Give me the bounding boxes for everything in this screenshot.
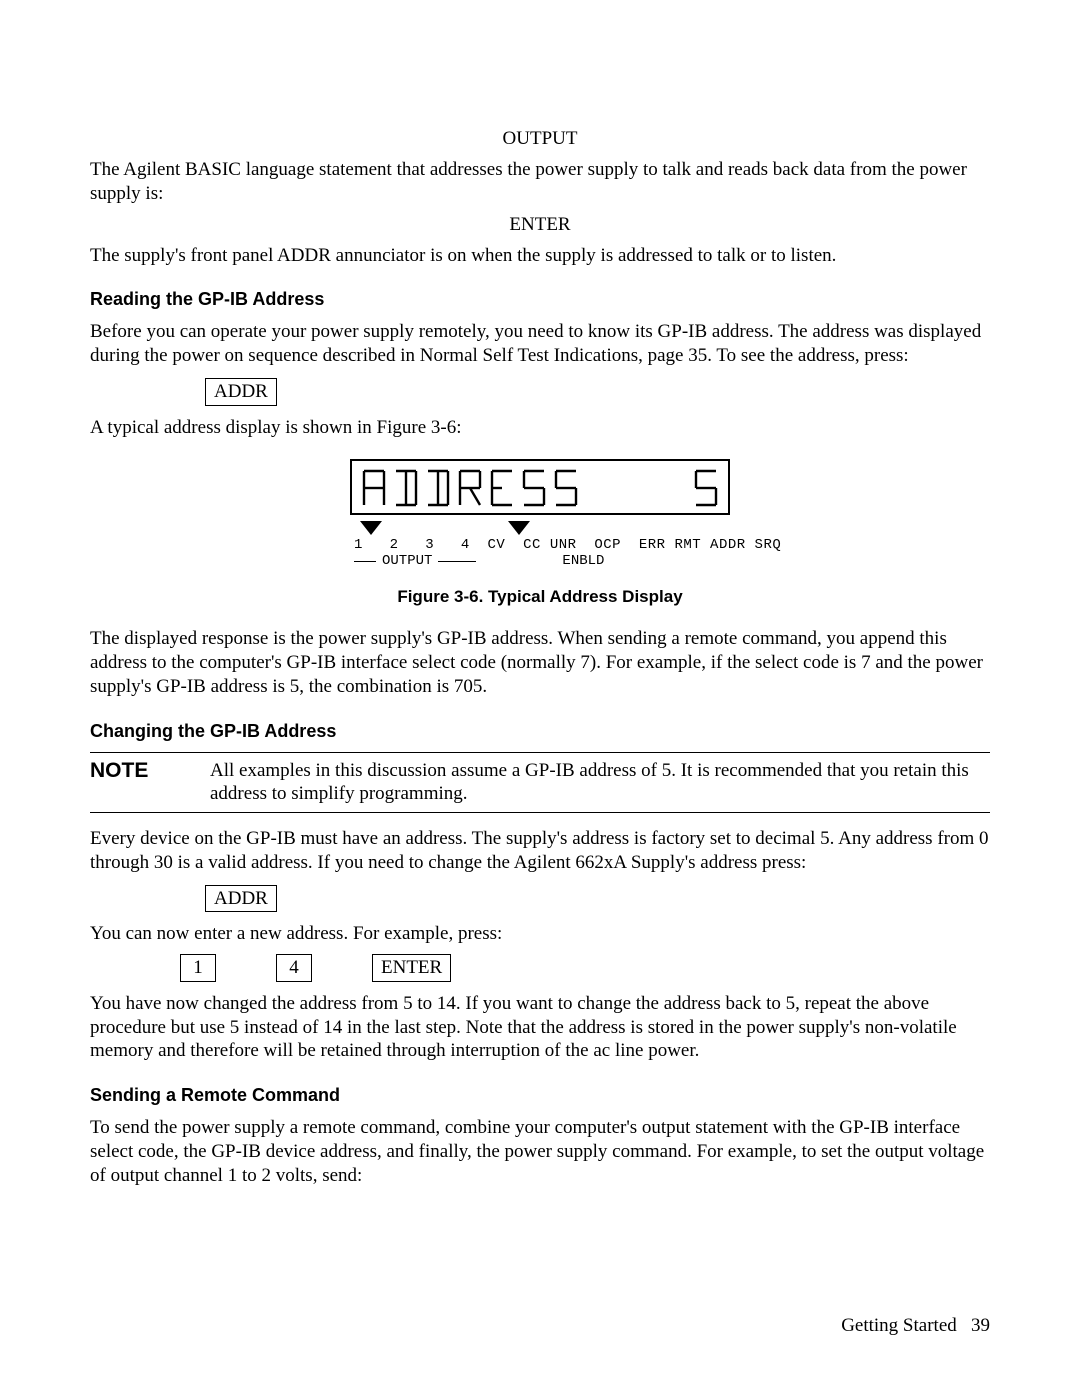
paragraph-enter: The supply's front panel ADDR annunciato…: [90, 244, 990, 268]
annunciator-text: 1 2 3 4 CV CC UNR OCP ERR RMT ADDR SRQ: [354, 537, 781, 553]
key-enter: ENTER: [372, 954, 451, 982]
heading-changing-address: Changing the GP-IB Address: [90, 721, 990, 742]
heading-sending-command: Sending a Remote Command: [90, 1085, 990, 1106]
paragraph-typical: A typical address display is shown in Fi…: [90, 416, 990, 440]
note-text: All examples in this discussion assume a…: [210, 759, 990, 807]
line-segment: [438, 561, 476, 562]
heading-reading-address: Reading the GP-IB Address: [90, 289, 990, 310]
paragraph-now-enter: You can now enter a new address. For exa…: [90, 922, 990, 946]
footer-page-number: 39: [971, 1315, 990, 1336]
key-addr-2: ADDR: [205, 885, 990, 913]
arrow-down-icon: [360, 521, 382, 535]
key-addr-label: ADDR: [205, 378, 277, 406]
line-segment: [354, 561, 376, 562]
key-1: 1: [180, 954, 216, 982]
paragraph-sending: To send the power supply a remote comman…: [90, 1116, 990, 1187]
document-page: OUTPUT The Agilent BASIC language statem…: [0, 0, 1080, 1397]
arrow-down-icon: [508, 521, 530, 535]
key-4: 4: [276, 954, 312, 982]
output-legend-row: OUTPUT ENBLD: [350, 553, 730, 569]
command-output: OUTPUT: [90, 128, 990, 150]
page-footer: Getting Started 39: [841, 1315, 990, 1337]
lcd-display-frame: [350, 459, 730, 515]
annunciator-row: 1 2 3 4 CV CC UNR OCP ERR RMT ADDR SRQ: [350, 537, 730, 553]
figure-caption: Figure 3-6. Typical Address Display: [350, 587, 730, 607]
arrow-row: [350, 515, 730, 535]
output-label: OUTPUT: [382, 553, 432, 569]
note-label: NOTE: [90, 759, 210, 783]
key-sequence: 1 4 ENTER: [180, 954, 990, 982]
paragraph-output: The Agilent BASIC language statement tha…: [90, 158, 990, 206]
paragraph-displayed: The displayed response is the power supp…: [90, 627, 990, 698]
lcd-word: [360, 467, 580, 509]
figure-3-6: 1 2 3 4 CV CC UNR OCP ERR RMT ADDR SRQ O…: [90, 459, 990, 607]
footer-section: Getting Started: [841, 1315, 957, 1336]
key-addr-label: ADDR: [205, 885, 277, 913]
note-block: NOTE All examples in this discussion ass…: [90, 752, 990, 814]
command-enter: ENTER: [90, 214, 990, 236]
paragraph-every-device: Every device on the GP-IB must have an a…: [90, 827, 990, 875]
key-addr-1: ADDR: [205, 378, 990, 406]
paragraph-changed: You have now changed the address from 5 …: [90, 992, 990, 1063]
lcd-value: [692, 467, 720, 509]
enbld-label: ENBLD: [562, 553, 604, 569]
paragraph-reading: Before you can operate your power supply…: [90, 320, 990, 368]
